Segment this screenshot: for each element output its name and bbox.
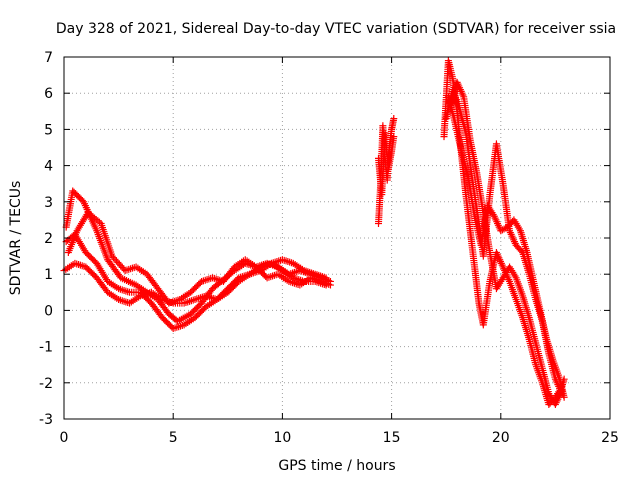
data-point — [130, 264, 138, 272]
y-tick-label: 6 — [44, 86, 53, 102]
data-point — [120, 297, 128, 305]
x-tick-label: 25 — [601, 430, 619, 446]
y-tick-label: -3 — [39, 412, 53, 428]
data-point — [184, 298, 192, 306]
data-point — [558, 386, 566, 394]
y-tick-label: 1 — [44, 267, 53, 283]
data-point — [272, 271, 280, 279]
data-point — [122, 287, 130, 295]
data-point — [209, 274, 217, 282]
y-tick-label: 4 — [44, 159, 53, 175]
x-tick-label: 0 — [60, 430, 69, 446]
y-tick-label: 2 — [44, 231, 53, 247]
series-track-i — [444, 93, 568, 401]
data-marks — [60, 57, 568, 409]
data-point — [187, 297, 195, 305]
data-point — [120, 286, 128, 294]
data-point — [73, 260, 81, 268]
data-point — [390, 133, 398, 141]
grid-lines — [64, 57, 610, 419]
data-point — [125, 265, 133, 273]
data-point — [175, 323, 183, 331]
axis-ticks — [63, 56, 611, 420]
data-point — [191, 296, 199, 304]
y-tick-label: 0 — [44, 303, 53, 319]
series-track-a — [62, 187, 334, 325]
data-point — [280, 256, 288, 264]
data-point — [75, 261, 83, 269]
data-point — [269, 272, 277, 280]
data-point — [124, 288, 132, 296]
y-tick-label: 3 — [44, 195, 53, 211]
x-axis-label: GPS time / hours — [278, 458, 395, 474]
series-track-d — [62, 230, 330, 332]
x-tick-label: 20 — [492, 430, 510, 446]
data-point — [284, 258, 292, 266]
data-point — [322, 274, 330, 282]
y-tick-label: -1 — [39, 340, 53, 356]
chart-title: Day 328 of 2021, Sidereal Day-to-day VTE… — [56, 21, 616, 37]
y-tick-label: -2 — [39, 376, 53, 392]
x-tick-label: 15 — [383, 430, 401, 446]
data-point — [124, 299, 132, 307]
series-track-f — [374, 129, 398, 199]
y-axis-label: SDTVAR / TECUs — [8, 181, 24, 296]
data-point — [210, 274, 218, 282]
x-tick-labels: 0 5 10 15 20 25 — [60, 430, 619, 446]
series-track-j — [447, 78, 566, 409]
data-point — [173, 323, 181, 331]
data-point — [322, 281, 330, 289]
data-point — [390, 115, 398, 123]
data-point — [127, 265, 135, 273]
data-point — [278, 256, 286, 264]
data-point — [282, 257, 290, 265]
data-point — [326, 277, 334, 285]
data-point — [205, 275, 213, 283]
x-tick-label: 10 — [273, 430, 291, 446]
data-point — [189, 296, 197, 304]
y-tick-label: 7 — [44, 50, 53, 66]
y-tick-labels: -3 -2 -1 0 1 2 3 4 5 6 7 — [39, 50, 53, 428]
data-point — [186, 297, 194, 305]
data-point — [203, 276, 211, 284]
x-tick-label: 5 — [169, 430, 178, 446]
y-tick-label: 5 — [44, 122, 53, 138]
data-point — [76, 261, 84, 269]
